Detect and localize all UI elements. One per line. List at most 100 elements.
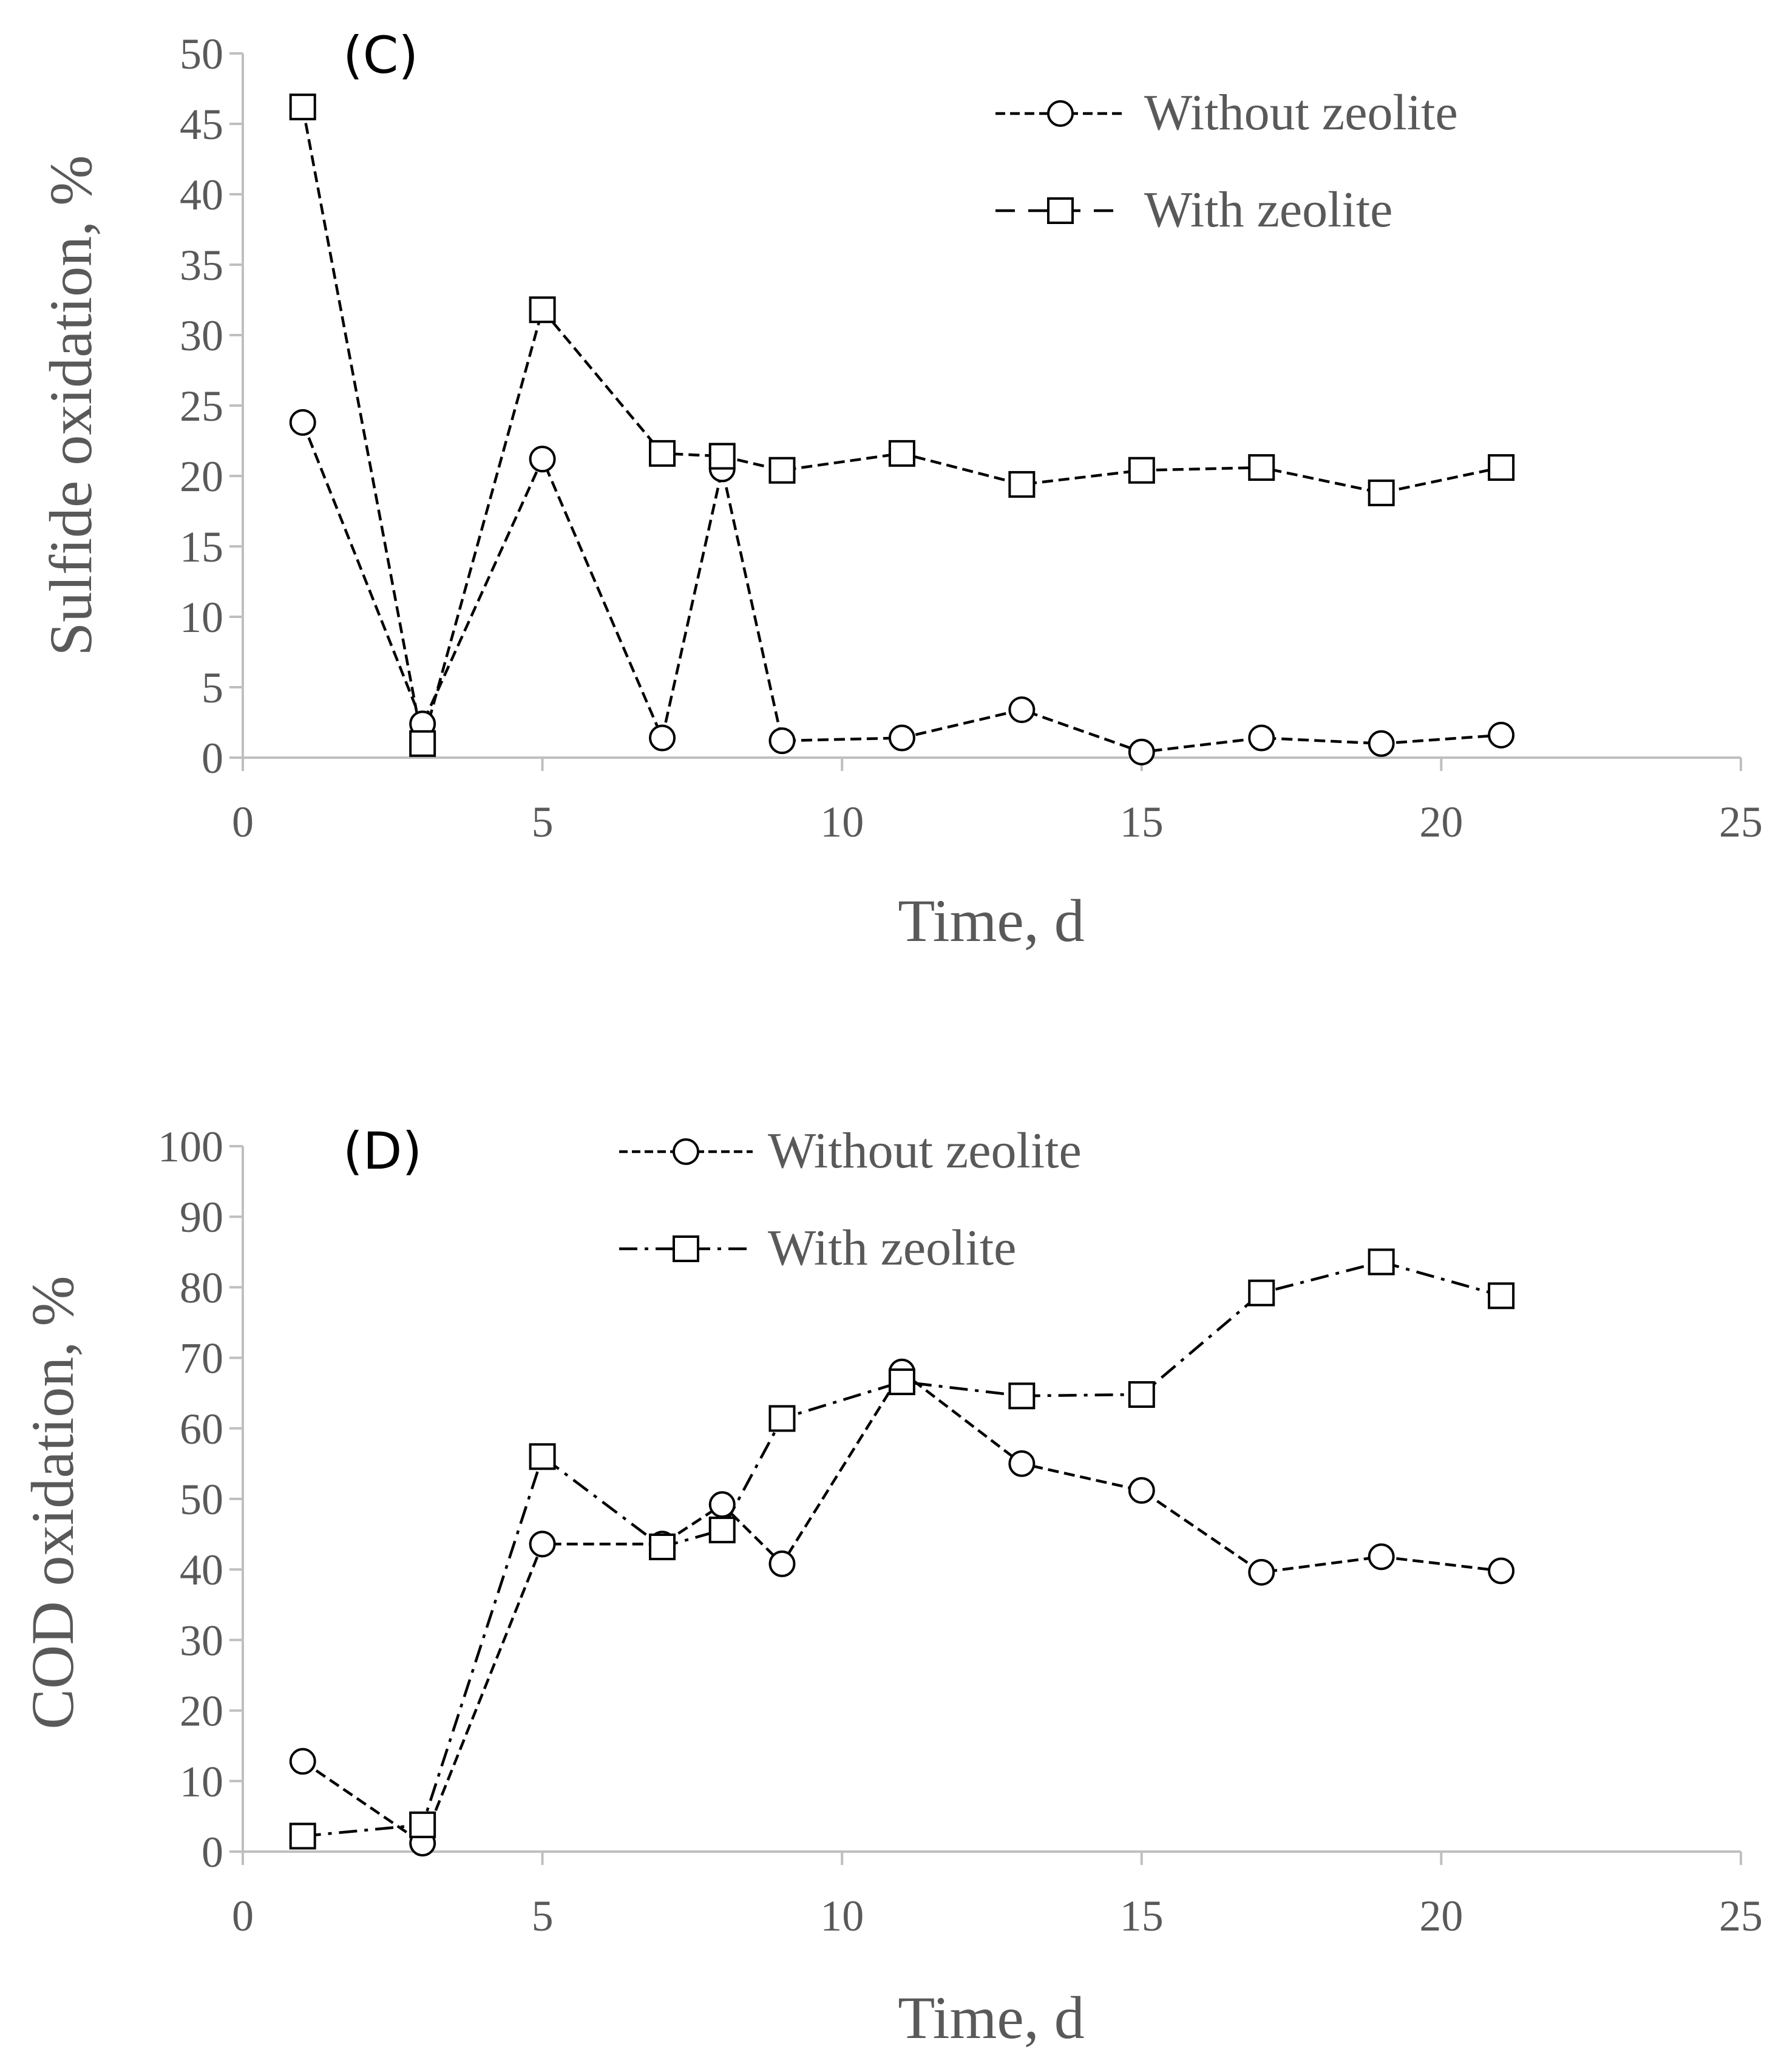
- data-point-without-zeolite: [1248, 724, 1275, 752]
- data-point-with-zeolite: [1248, 454, 1275, 481]
- legend-entry-with-zeolite: With zeolite: [995, 182, 1392, 238]
- y-tick-label: 35: [180, 241, 223, 290]
- data-point-with-zeolite: [708, 443, 736, 470]
- data-point-with-zeolite: [529, 296, 556, 324]
- y-tick-label: 25: [180, 382, 223, 430]
- y-tick-label: 0: [202, 1828, 223, 1877]
- data-point-with-zeolite: [1248, 1279, 1275, 1306]
- data-point-with-zeolite: [708, 1517, 736, 1544]
- y-tick-label: 90: [180, 1193, 223, 1242]
- data-point-without-zeolite: [888, 724, 915, 752]
- legend-marker-square: [1047, 197, 1074, 224]
- data-point-without-zeolite: [1128, 1477, 1155, 1504]
- y-tick-label: 10: [180, 593, 223, 642]
- data-point-with-zeolite: [768, 1405, 796, 1432]
- data-point-with-zeolite: [529, 1443, 556, 1470]
- data-point-with-zeolite: [1008, 1382, 1036, 1410]
- data-point-with-zeolite: [1368, 479, 1395, 506]
- y-tick-label: 10: [180, 1758, 223, 1806]
- x-axis-title-c: Time, d: [898, 887, 1085, 954]
- x-tick-label: 25: [1719, 1892, 1763, 1940]
- data-point-without-zeolite: [529, 1530, 556, 1558]
- y-tick-label: 60: [180, 1405, 223, 1453]
- x-tick-label: 5: [532, 1892, 554, 1940]
- data-point-with-zeolite: [289, 1822, 316, 1850]
- y-ticks-c: 0 5 10 15 20 25 30 35 40 45 50: [180, 30, 243, 783]
- legend-label-without-zeolite: Without zeolite: [1144, 84, 1458, 141]
- data-point-without-zeolite: [529, 446, 556, 473]
- data-point-with-zeolite: [1008, 470, 1036, 498]
- legend-entry-without-zeolite: Without zeolite: [619, 1123, 1082, 1179]
- data-point-without-zeolite: [289, 409, 316, 436]
- data-point-with-zeolite: [1368, 1248, 1395, 1275]
- data-point-with-zeolite: [768, 457, 796, 484]
- legend-marker-square: [673, 1235, 699, 1262]
- y-tick-label: 15: [180, 523, 223, 571]
- data-point-without-zeolite: [1008, 1450, 1036, 1477]
- y-tick-label: 40: [180, 171, 223, 219]
- data-point-with-zeolite: [409, 730, 436, 757]
- y-tick-label: 30: [180, 311, 223, 360]
- y-axis-title-c: Sulfide oxidation, %: [37, 155, 104, 656]
- series-line-with-zeolite: [301, 106, 1502, 744]
- y-tick-label: 100: [158, 1123, 223, 1171]
- data-point-with-zeolite: [649, 1534, 676, 1561]
- data-point-without-zeolite: [1128, 738, 1155, 766]
- data-point-without-zeolite: [649, 724, 676, 752]
- data-point-with-zeolite: [649, 440, 676, 467]
- data-point-without-zeolite: [768, 727, 796, 755]
- x-tick-label: 5: [532, 798, 554, 846]
- data-point-with-zeolite: [409, 1811, 436, 1838]
- series-line-with-zeolite: [302, 1260, 1502, 1838]
- x-tick-label: 15: [1120, 798, 1164, 846]
- series-line-without-zeolite: [301, 421, 1502, 753]
- chart-panel-d: (D) COD oxidation, % Time, d 01020304050…: [19, 1121, 1763, 2051]
- plot-area-d: [289, 1248, 1515, 1857]
- data-point-without-zeolite: [1368, 730, 1395, 757]
- data-point-with-zeolite: [1488, 454, 1515, 481]
- x-tick-label: 20: [1419, 798, 1463, 846]
- data-point-with-zeolite: [888, 440, 915, 467]
- legend-entry-without-zeolite: Without zeolite: [995, 84, 1458, 141]
- data-point-with-zeolite: [1128, 1381, 1155, 1408]
- legend-entry-with-zeolite: With zeolite: [619, 1220, 1016, 1276]
- y-tick-label: 40: [180, 1546, 223, 1594]
- data-point-with-zeolite: [289, 93, 316, 121]
- y-ticks-d: 0 10 20 30 40 50 60 70 80 90 100: [158, 1123, 243, 1877]
- x-axis-title-d: Time, d: [898, 1984, 1085, 2051]
- legend-label-with-zeolite: With zeolite: [1144, 182, 1392, 238]
- y-tick-label: 0: [202, 734, 223, 783]
- y-axis-title-d: COD oxidation, %: [19, 1275, 86, 1729]
- series-line-without-zeolite: [302, 1370, 1502, 1846]
- x-tick-label: 10: [820, 798, 864, 846]
- y-tick-label: 20: [180, 1687, 223, 1736]
- x-tick-label: 25: [1719, 798, 1763, 846]
- y-tick-label: 70: [180, 1334, 223, 1383]
- y-tick-label: 30: [180, 1616, 223, 1665]
- x-tick-label: 10: [820, 1892, 864, 1940]
- axes-d: [242, 1146, 1741, 1853]
- x-ticks-c: 0 5 10 15 20 25: [232, 758, 1763, 846]
- legend-label-with-zeolite: With zeolite: [768, 1220, 1016, 1276]
- legend-c: Without zeolite With zeolite: [995, 84, 1458, 238]
- y-tick-label: 45: [180, 100, 223, 149]
- legend-d: Without zeolite With zeolite: [619, 1123, 1082, 1276]
- x-tick-label: 0: [232, 798, 254, 846]
- data-point-without-zeolite: [1248, 1558, 1275, 1586]
- data-point-with-zeolite: [1488, 1282, 1515, 1309]
- legend-marker-circle: [673, 1138, 699, 1165]
- panel-label-d: (D): [343, 1121, 422, 1181]
- legend-label-without-zeolite: Without zeolite: [768, 1123, 1082, 1179]
- x-tick-label: 15: [1120, 1892, 1164, 1940]
- y-tick-label: 50: [180, 30, 223, 78]
- panel-label-c: (C): [343, 25, 418, 85]
- x-tick-label: 0: [232, 1892, 254, 1940]
- legend-marker-circle: [1047, 100, 1074, 127]
- chart-panel-c: (C) Sulfide oxidation, % Time, d 0 5 10 15 2…: [37, 25, 1763, 954]
- axes-c: [242, 53, 1741, 759]
- y-tick-label: 5: [202, 664, 223, 712]
- y-tick-label: 80: [180, 1263, 223, 1312]
- data-point-with-zeolite: [888, 1368, 915, 1396]
